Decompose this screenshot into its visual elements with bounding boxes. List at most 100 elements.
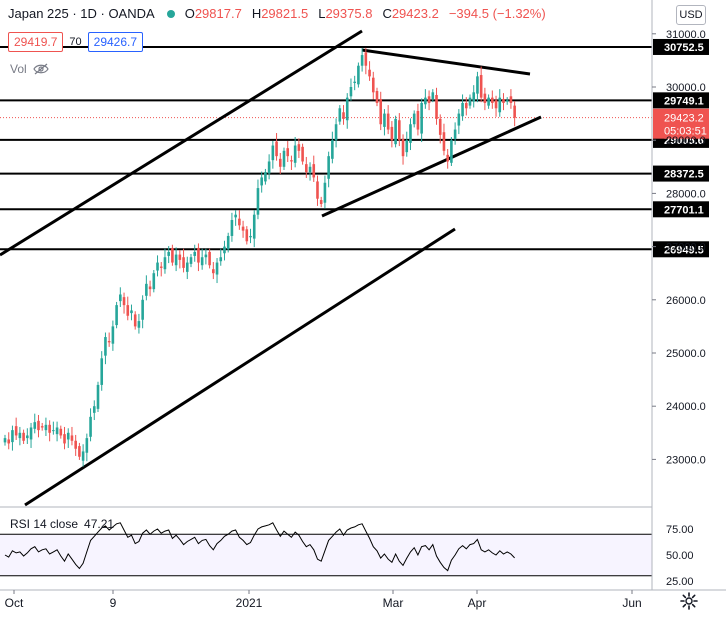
level-tag [653, 165, 709, 182]
candle-body [290, 160, 293, 162]
candle-body [189, 257, 193, 264]
candle-body [152, 273, 156, 290]
level-tag-label: 28372.5 [664, 169, 704, 181]
bar-countdown: 05:03:51 [664, 126, 707, 138]
buy-button[interactable]: 29426.7 [87, 32, 144, 52]
level-tag [653, 92, 709, 109]
candle-body [48, 424, 51, 433]
candle-body [349, 87, 353, 97]
candle-body [505, 100, 509, 102]
rsi-value: 47.21 [84, 517, 115, 531]
level-tag [653, 38, 709, 55]
candle-body [386, 113, 390, 130]
candle-body [63, 434, 66, 444]
currency-button[interactable]: USD [676, 5, 706, 25]
rsi-line [4, 522, 515, 572]
low-label: L [318, 6, 326, 21]
candle-body [126, 305, 130, 316]
candle-body [185, 262, 189, 272]
candle-body [22, 432, 25, 441]
candle-body [7, 439, 11, 444]
gear-icon[interactable] [680, 592, 698, 610]
candle-body [375, 90, 379, 103]
candle-body [241, 226, 245, 231]
symbol-title[interactable]: Japan 225 · 1D · OANDA [8, 6, 155, 21]
candle-body [223, 246, 226, 254]
candle-body [450, 140, 453, 163]
candle-body [301, 146, 304, 162]
candle-body [81, 451, 85, 461]
candle-body [483, 93, 487, 103]
candle-body [148, 286, 152, 290]
candle-body [338, 108, 342, 122]
candle-body [104, 337, 107, 356]
candle-body [215, 262, 219, 275]
eye-hidden-icon[interactable] [32, 63, 49, 75]
candle-body [230, 220, 234, 236]
candle-body [219, 257, 223, 262]
volume-label[interactable]: Vol [10, 62, 27, 76]
y-tick-label: 24000.0 [666, 401, 706, 413]
candle-body [245, 229, 249, 242]
candle-body [334, 124, 338, 141]
candle-body [405, 140, 409, 153]
level-tag [653, 201, 709, 218]
rsi-tick-label: 25.00 [666, 576, 694, 588]
candle-body [92, 406, 96, 413]
y-tick-label: 30000.0 [666, 82, 706, 94]
candle-body [286, 148, 290, 157]
current-price-label: 29423.2 [664, 113, 704, 125]
x-tick-label: Apr [468, 596, 487, 610]
candle-body [171, 247, 174, 263]
candle-body [293, 145, 297, 163]
candle-body [327, 156, 330, 179]
open-label: O [184, 6, 195, 21]
candle-body [29, 427, 33, 440]
candle-body [345, 97, 349, 121]
candle-body [55, 427, 59, 435]
y-tick-label: 31000.0 [666, 29, 706, 41]
candle-body [33, 422, 37, 429]
candle-body [26, 435, 29, 439]
candle-body [353, 81, 356, 84]
rsi-band [0, 534, 652, 576]
candle-body [472, 92, 476, 102]
candle-body [226, 235, 230, 250]
candle-body [264, 172, 267, 182]
candle-body [509, 96, 513, 103]
candle-body [446, 154, 449, 162]
candle-body [409, 124, 412, 143]
rsi-tick-label: 50.00 [666, 550, 694, 562]
candle-body [11, 430, 14, 443]
high-label: H [251, 6, 262, 21]
candle-body [96, 384, 100, 409]
candle-body [316, 181, 319, 199]
candle-body [275, 141, 278, 157]
y-tick-label: 28000.0 [666, 188, 706, 200]
candle-body [85, 438, 89, 453]
candle-body [479, 75, 483, 98]
candle-body [390, 126, 394, 141]
candle-body [197, 247, 200, 263]
level-tag-label: 26949.5 [664, 244, 704, 256]
sell-button[interactable]: 29419.7 [8, 32, 64, 52]
candle-body [267, 161, 271, 174]
rsi-label[interactable]: RSI 14 close [10, 517, 79, 531]
candle-body [3, 438, 7, 443]
candle-body [59, 428, 63, 436]
y-tick-label: 25000.0 [666, 348, 706, 360]
candle-body [513, 105, 516, 118]
candle-body [308, 166, 312, 173]
candle-body [401, 138, 405, 157]
close-value: 29423.2 [391, 6, 439, 21]
candle-body [494, 100, 498, 109]
candle-body [107, 341, 111, 343]
candle-body [342, 112, 345, 119]
candle-body [297, 144, 301, 151]
rsi-legend: RSI 14 close 47.21 [10, 517, 114, 531]
candle-body [427, 96, 431, 103]
candle-body [442, 132, 446, 151]
current-price-tag [653, 108, 709, 139]
candle-body [37, 420, 40, 431]
